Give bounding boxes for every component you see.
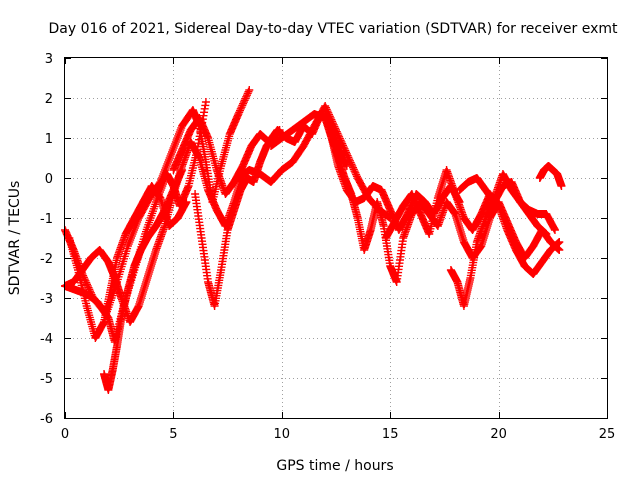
data-point-marker xyxy=(342,148,351,157)
data-point-marker xyxy=(234,110,243,118)
data-point-marker xyxy=(352,170,361,179)
data-point-marker xyxy=(340,144,349,153)
series-track xyxy=(381,166,564,278)
data-point-marker xyxy=(242,91,251,100)
x-tick-label: 10 xyxy=(274,427,291,442)
data-point-marker xyxy=(80,275,89,284)
y-tick-label: -1 xyxy=(40,212,53,227)
x-tick-label: 5 xyxy=(169,427,177,442)
x-axis-label: GPS time / hours xyxy=(276,458,393,474)
data-point-marker xyxy=(240,96,249,105)
data-point-marker xyxy=(348,162,357,170)
data-point-marker xyxy=(349,163,358,172)
y-tick-label: 1 xyxy=(45,132,53,147)
data-point-marker xyxy=(345,155,354,164)
y-tick-label: -3 xyxy=(40,292,53,307)
axis-ticks: 0 5 10 15 20 25 -6 -5 -4 -3 -2 -1 0 1 2 3 xyxy=(40,52,615,442)
x-tick-label: 25 xyxy=(599,427,616,442)
data-point-marker xyxy=(557,182,566,190)
y-tick-label: -5 xyxy=(40,372,53,387)
data-points xyxy=(61,86,566,394)
chart-title: Day 016 of 2021, Sidereal Day-to-day VTE… xyxy=(49,21,619,37)
y-tick-label: -6 xyxy=(40,412,53,427)
y-tick-label: -2 xyxy=(40,252,53,267)
y-tick-label: 3 xyxy=(45,52,53,67)
series-track xyxy=(455,174,559,234)
y-tick-label: 0 xyxy=(45,172,53,187)
data-point-marker xyxy=(349,165,358,174)
data-point-marker xyxy=(338,141,347,150)
data-point-marker xyxy=(347,160,356,169)
data-point-marker xyxy=(178,166,187,174)
data-point-marker xyxy=(344,153,353,162)
data-point-marker xyxy=(332,127,341,136)
data-point-marker xyxy=(244,87,253,96)
data-point-marker xyxy=(235,106,244,115)
data-point-marker xyxy=(235,108,244,117)
data-point-marker xyxy=(351,168,360,177)
data-point-marker xyxy=(201,98,210,106)
series-track xyxy=(65,182,191,342)
data-point-marker xyxy=(334,131,343,140)
data-point-marker xyxy=(346,158,355,167)
data-point-marker xyxy=(245,86,254,94)
data-point-marker xyxy=(241,94,250,103)
series-track xyxy=(191,126,284,310)
y-tick-label: 2 xyxy=(45,92,53,107)
data-point-marker xyxy=(336,136,345,145)
data-point-marker xyxy=(239,99,248,108)
x-tick-label: 20 xyxy=(490,427,507,442)
data-point-marker xyxy=(345,156,354,165)
data-point-marker xyxy=(343,151,352,160)
data-point-marker xyxy=(339,143,348,152)
data-point-marker xyxy=(555,238,564,246)
data-point-marker xyxy=(321,103,330,112)
data-point-marker xyxy=(243,89,252,98)
y-tick-label: -4 xyxy=(40,332,53,347)
data-point-marker xyxy=(350,167,359,176)
data-point-marker xyxy=(338,139,347,148)
data-point-marker xyxy=(335,132,344,141)
data-point-marker xyxy=(341,146,350,155)
grid xyxy=(65,58,607,418)
data-point-marker xyxy=(182,198,191,206)
data-point-marker xyxy=(333,129,342,138)
data-point-marker xyxy=(337,138,346,146)
data-point-marker xyxy=(239,98,248,106)
data-point-marker xyxy=(238,101,247,110)
data-point-marker xyxy=(335,134,344,143)
data-point-marker xyxy=(555,246,564,254)
data-point-marker xyxy=(550,226,559,234)
data-point-marker xyxy=(321,102,330,110)
series-track xyxy=(535,162,566,190)
plot-frame xyxy=(64,57,608,419)
data-point-marker xyxy=(542,230,551,238)
series-track xyxy=(100,166,187,394)
data-point-marker xyxy=(342,150,351,158)
y-axis-label: SDTVAR / TECUs xyxy=(7,181,23,296)
data-point-marker xyxy=(322,105,331,114)
data-point-marker xyxy=(275,126,284,134)
data-point-marker xyxy=(82,280,91,289)
data-point-marker xyxy=(242,92,251,101)
x-tick-label: 0 xyxy=(61,427,69,442)
data-point-marker xyxy=(237,103,246,112)
x-tick-label: 15 xyxy=(382,427,399,442)
data-point-marker xyxy=(236,104,245,113)
